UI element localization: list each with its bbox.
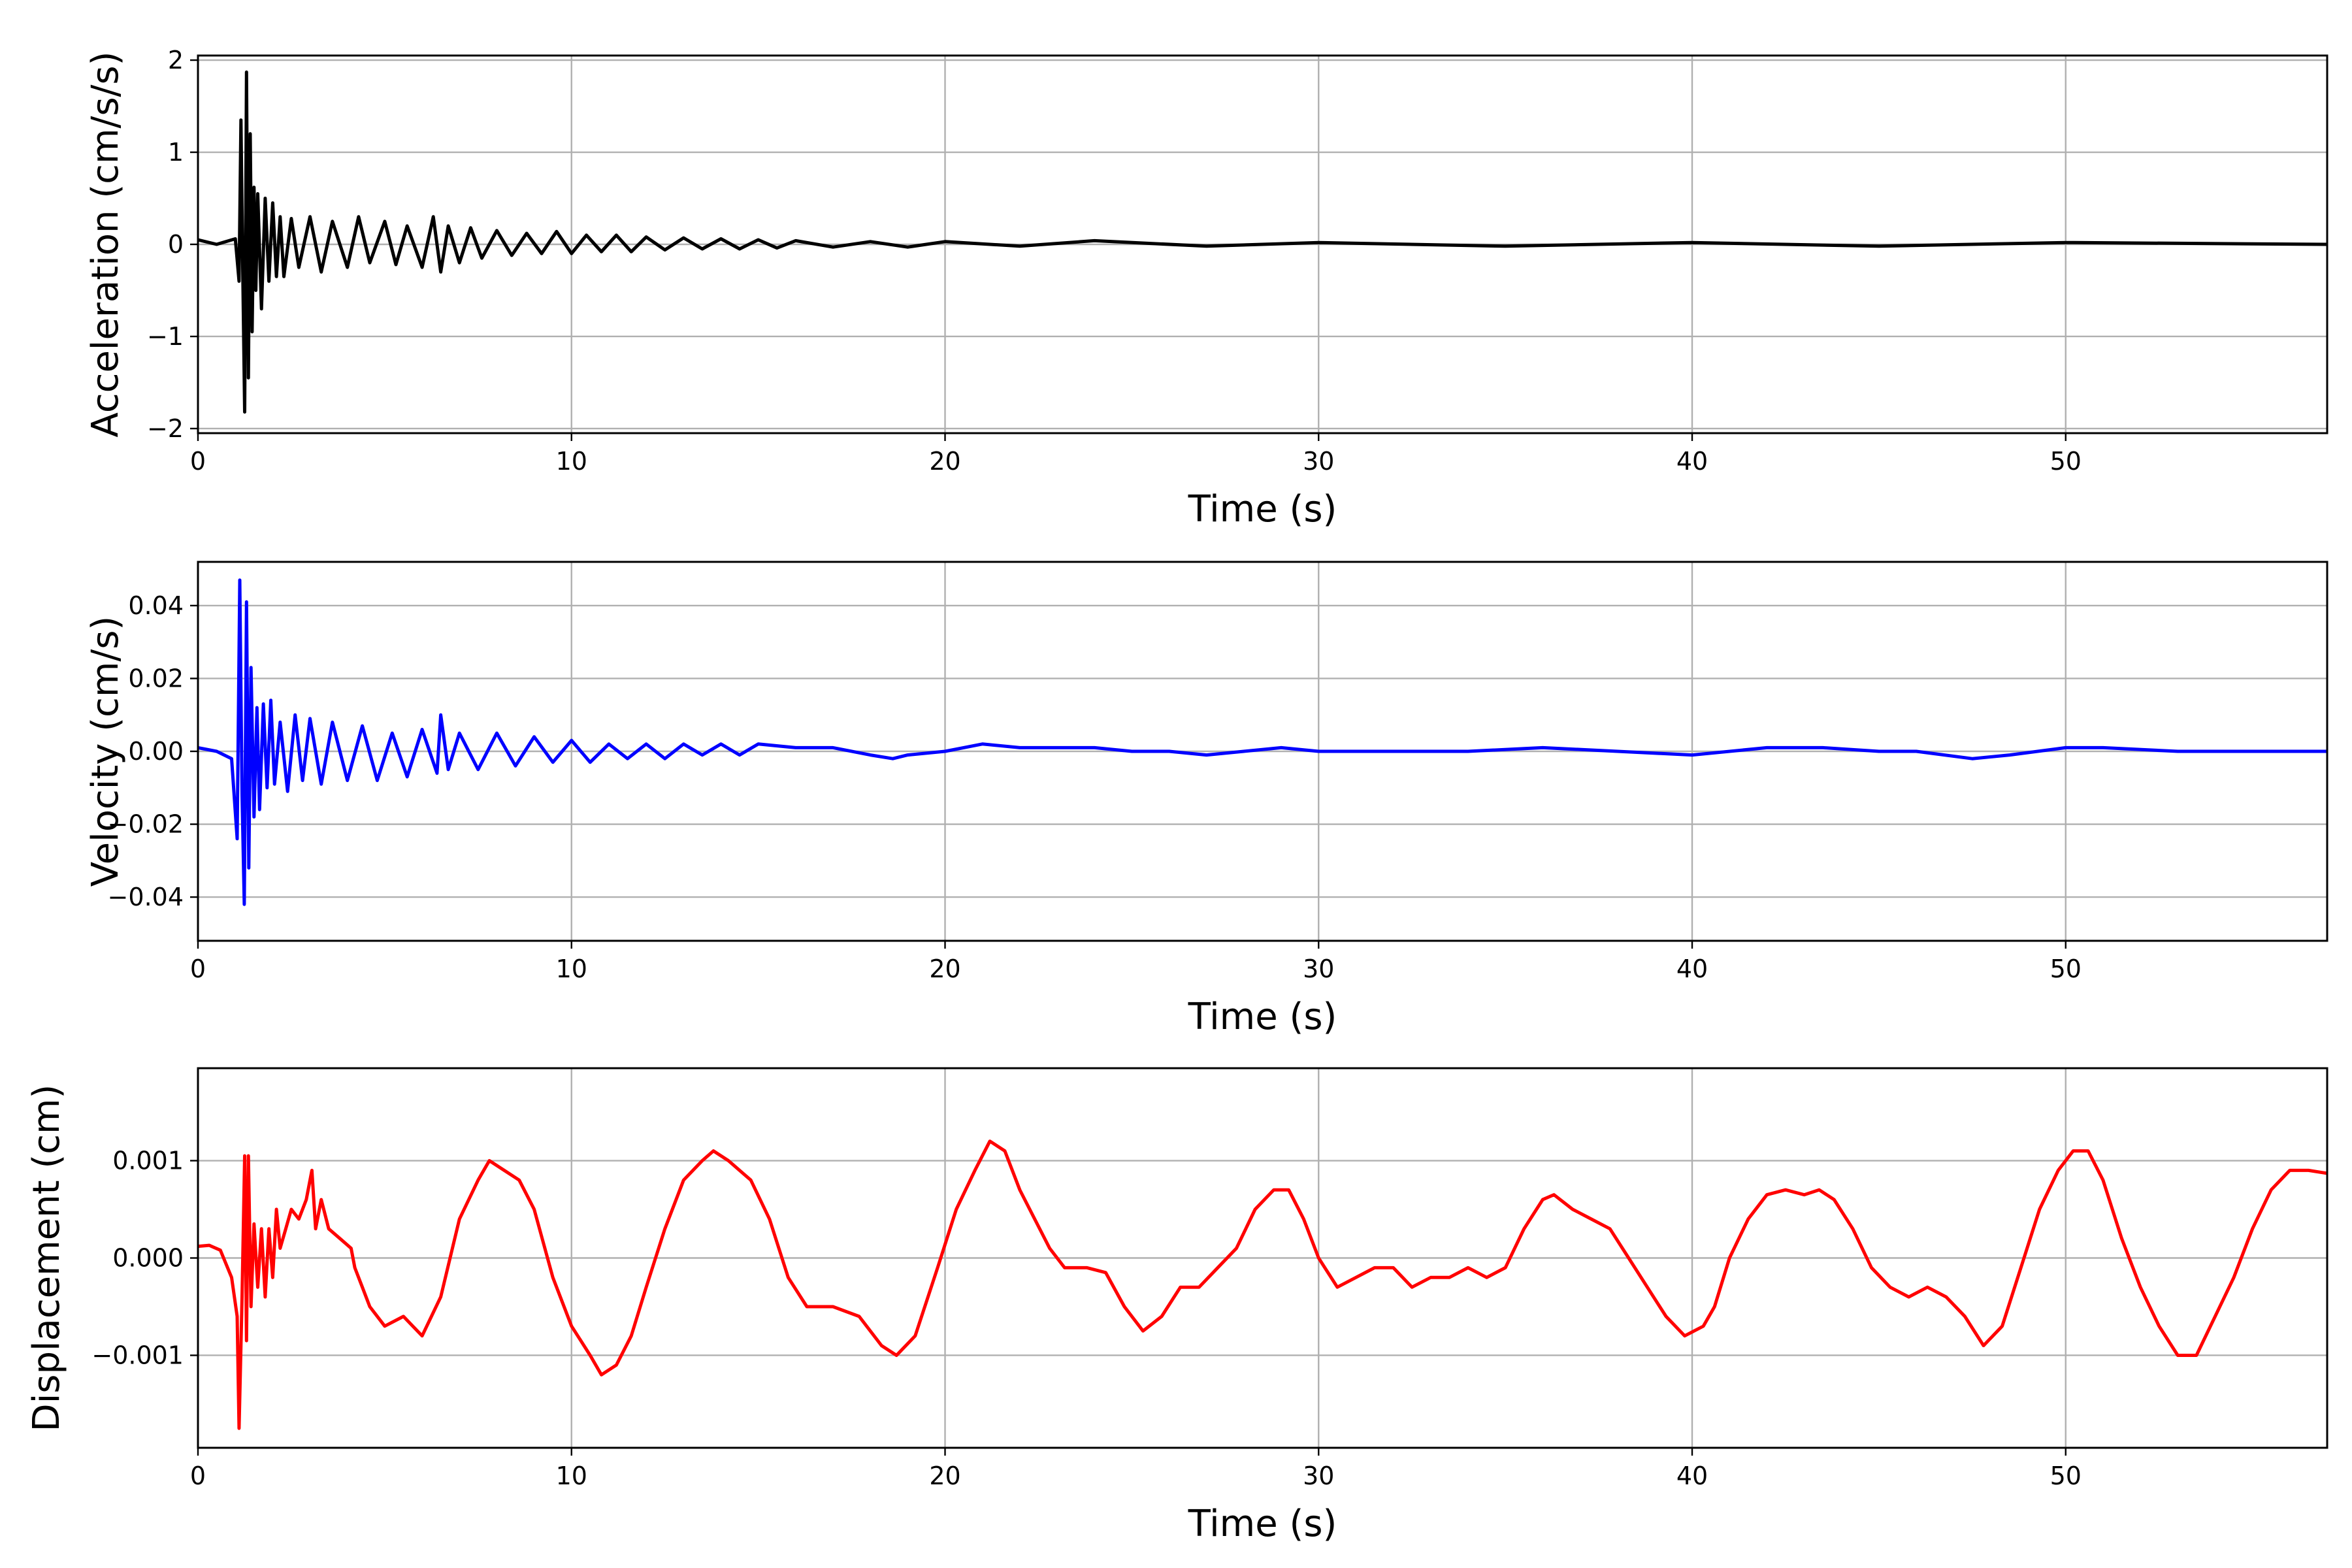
- accel-x-axis-label: Time (s): [1188, 488, 1337, 531]
- accel-x-tick-label: 0: [190, 447, 206, 476]
- velocity-x-axis-label: Time (s): [1188, 996, 1337, 1038]
- accel-y-axis-label: Acceleration (cm/s/s): [84, 52, 127, 438]
- displacement-series-line: [198, 1139, 2327, 1430]
- velocity-y-tick-label: −0.02: [108, 810, 184, 839]
- velocity-y-tick-label: 0.00: [128, 737, 184, 766]
- displacement-x-tick-label: 20: [929, 1462, 960, 1490]
- accel-y-tick-label: −2: [147, 414, 184, 443]
- accel-panel: 0 10 20 30 40 50 −2 −1 0 1 2 Time (s) Acceleration (…: [84, 46, 2328, 531]
- velocity-x-tick-label: 10: [556, 955, 587, 983]
- velocity-y-axis-label: Velocity (cm/s): [84, 616, 127, 887]
- displacement-x-tick-label: 0: [190, 1462, 206, 1490]
- velocity-x-tick-label: 40: [1676, 955, 1708, 983]
- velocity-y-tick-label: 0.04: [128, 591, 184, 620]
- velocity-x-tick-label: 50: [2050, 955, 2082, 983]
- displacement-y-tick-label: 0.001: [112, 1147, 184, 1175]
- displacement-y-tick-label: −0.001: [91, 1341, 184, 1369]
- displacement-x-tick-label: 50: [2050, 1462, 2082, 1490]
- accel-x-tick-label: 10: [556, 447, 587, 476]
- accel-x-tick-label: 20: [929, 447, 960, 476]
- accel-x-tick-label: 40: [1676, 447, 1708, 476]
- accel-series-line: [198, 70, 2327, 414]
- displacement-panel: 0 10 20 30 40 50 −0.001 0.000 0.001 Time (s) Displ…: [25, 1067, 2328, 1545]
- accel-y-tick-label: −1: [147, 322, 184, 351]
- velocity-y-tick-label: 0.02: [128, 664, 184, 693]
- displacement-x-tick-label: 10: [556, 1462, 587, 1490]
- displacement-y-axis-label: Displacement (cm): [25, 1085, 68, 1432]
- accel-y-tick-label: 1: [168, 138, 184, 167]
- displacement-x-tick-label: 30: [1303, 1462, 1334, 1490]
- displacement-x-tick-label: 40: [1676, 1462, 1708, 1490]
- accel-y-tick-label: 2: [168, 46, 184, 74]
- velocity-panel: 0 10 20 30 40 50 −0.04 −0.02 0.00 0.02 0.04 Time (s…: [84, 561, 2328, 1038]
- accel-x-tick-label: 50: [2050, 447, 2082, 476]
- velocity-series-line: [198, 578, 2327, 906]
- displacement-y-tick-label: 0.000: [112, 1244, 184, 1273]
- velocity-x-tick-label: 20: [929, 955, 960, 983]
- accel-x-tick-label: 30: [1303, 447, 1334, 476]
- accel-y-tick-label: 0: [168, 230, 184, 259]
- displacement-x-axis-label: Time (s): [1188, 1503, 1337, 1545]
- velocity-x-tick-label: 0: [190, 955, 206, 983]
- velocity-x-tick-label: 30: [1303, 955, 1334, 983]
- velocity-y-tick-label: −0.04: [108, 883, 184, 911]
